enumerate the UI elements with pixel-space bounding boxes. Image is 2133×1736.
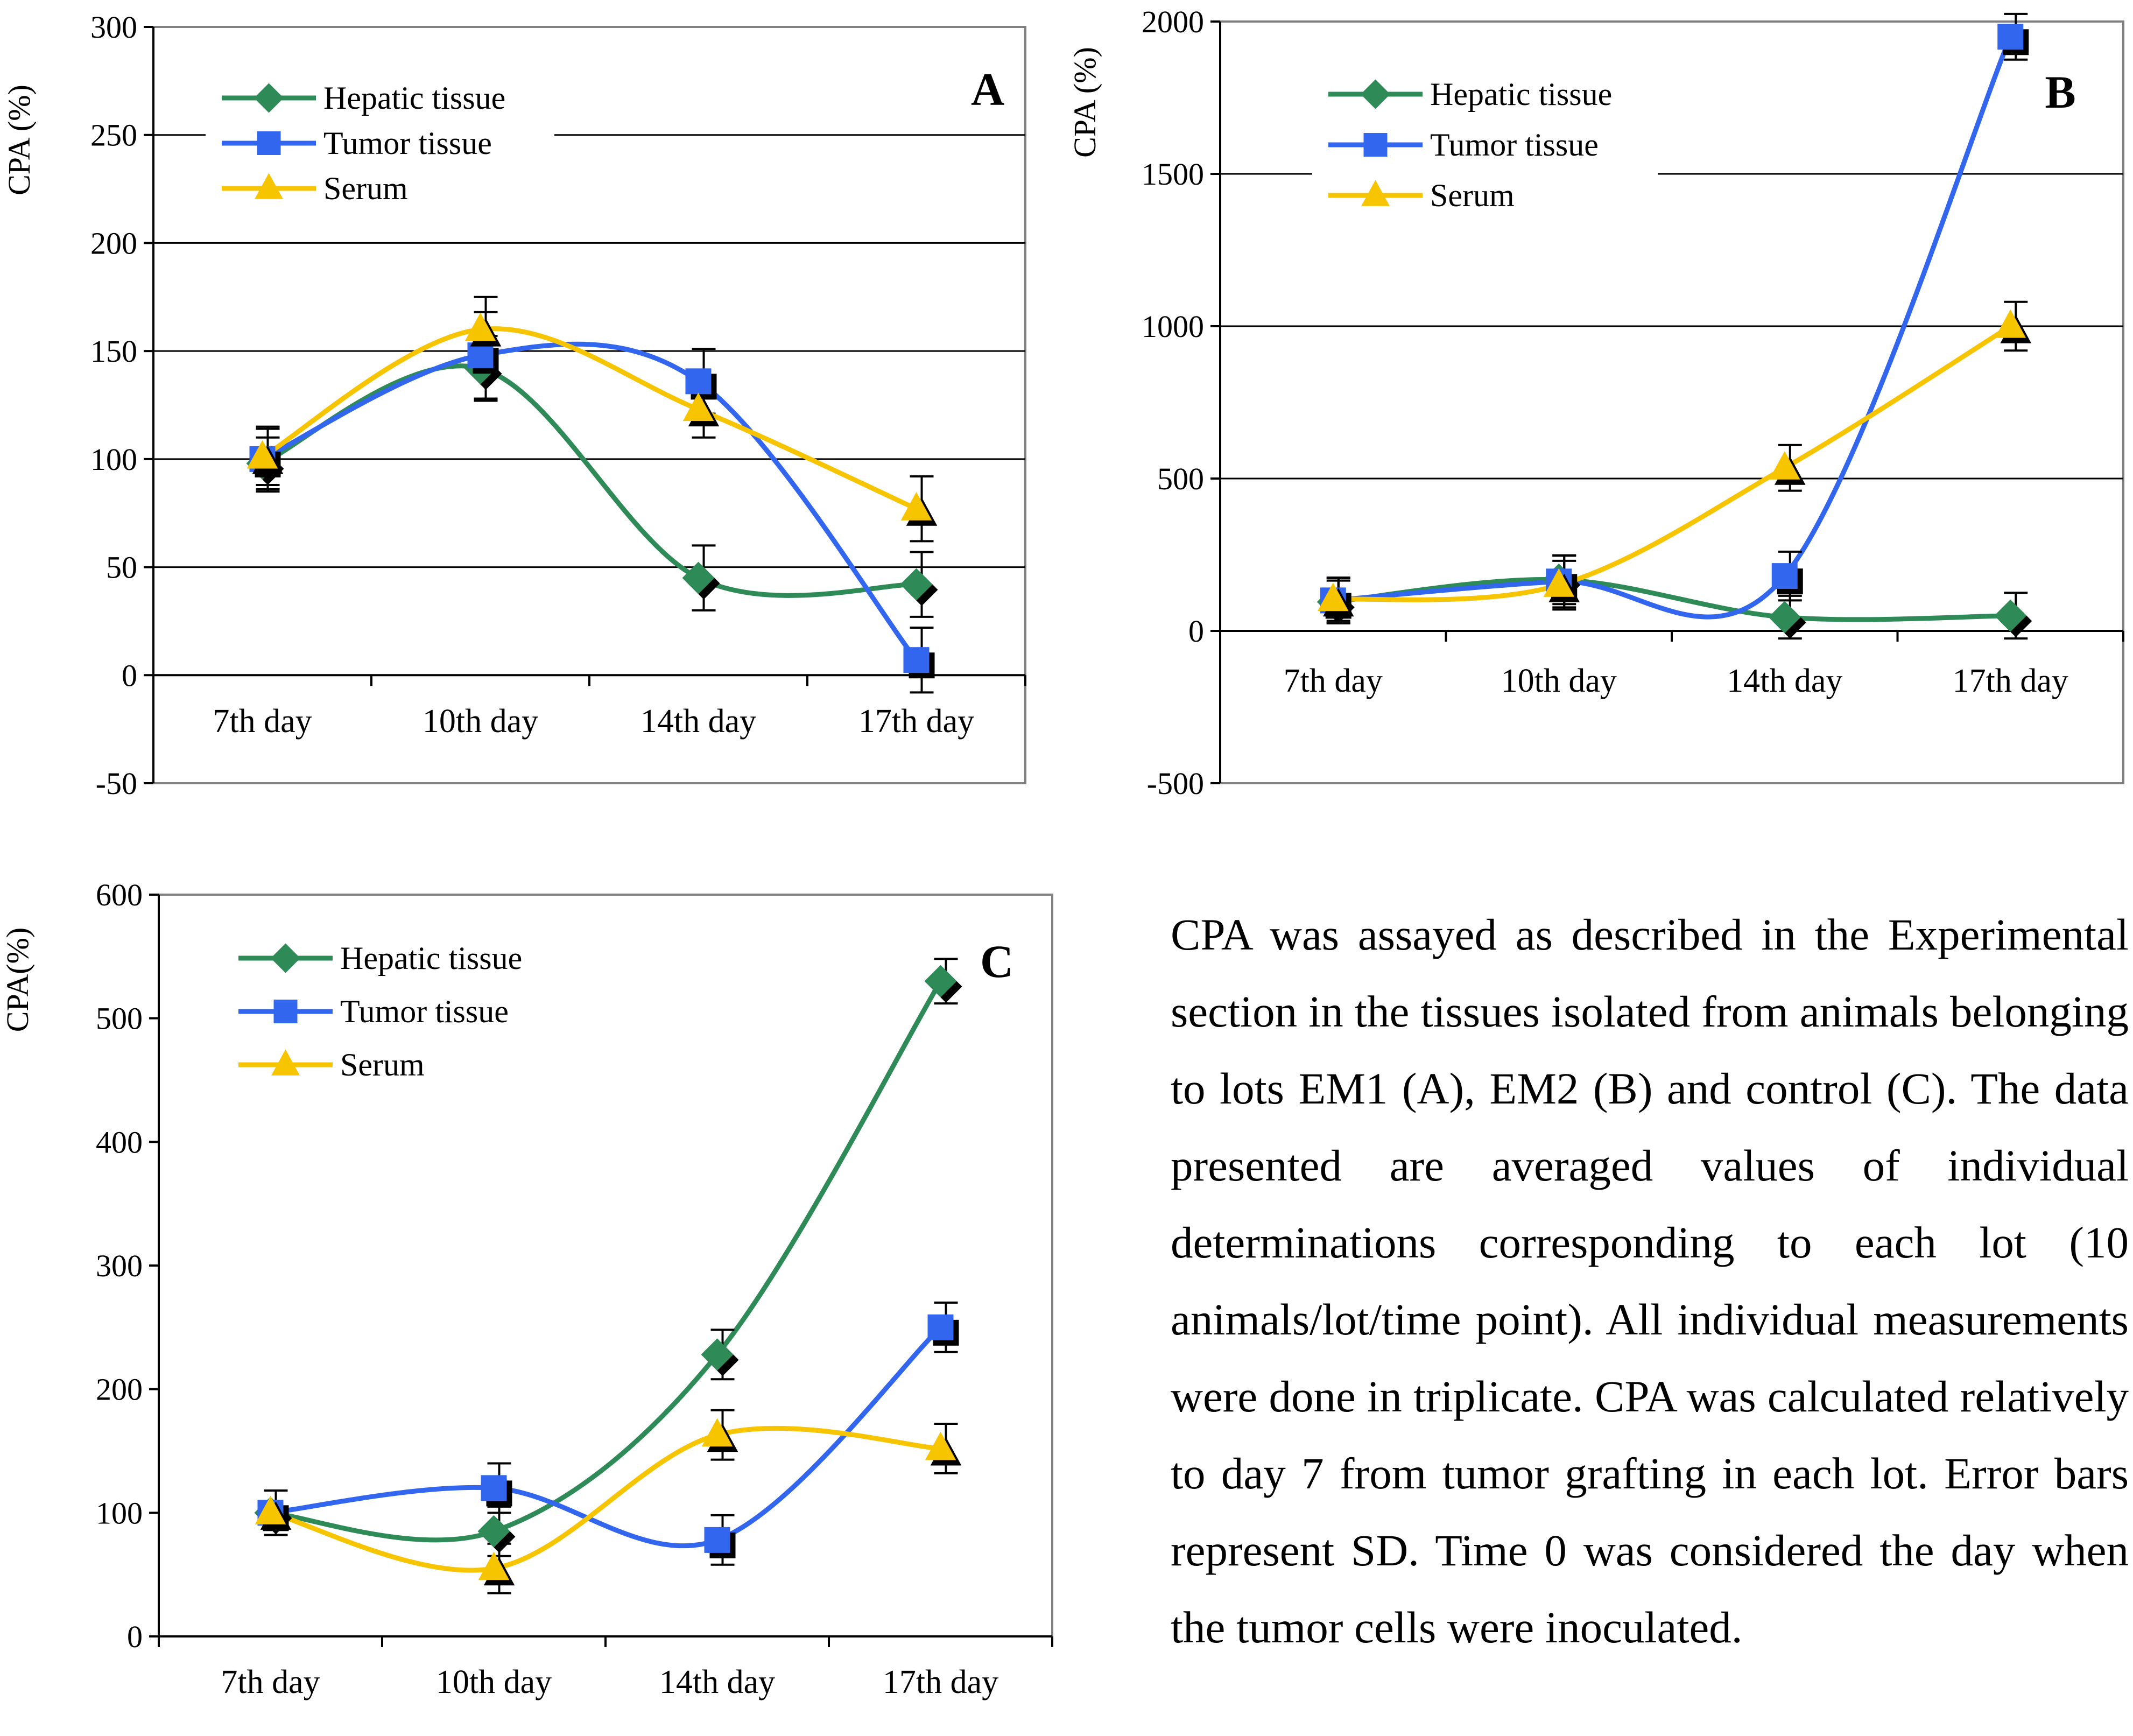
x-tick-label-b: 14th day bbox=[1727, 663, 1842, 699]
legend-marker-serum-b bbox=[1361, 180, 1390, 206]
x-tick-label-b: 17th day bbox=[1953, 663, 2068, 699]
legend-marker-serum-a bbox=[255, 173, 283, 199]
y-tick-label-c: 500 bbox=[96, 1001, 143, 1036]
data-point-hepatic-c-marker bbox=[701, 1338, 734, 1371]
x-tick-label-c: 7th day bbox=[221, 1664, 320, 1700]
x-tick-label-a: 14th day bbox=[640, 703, 756, 740]
data-point-serum-b-marker bbox=[1995, 309, 2026, 338]
data-point-tumor-c-marker bbox=[481, 1475, 507, 1501]
data-point-tumor-a-marker bbox=[467, 342, 494, 369]
data-point-serum-c-marker bbox=[478, 1551, 510, 1580]
y-axis-title-c: CPA(%) bbox=[0, 927, 35, 1032]
data-point-hepatic-c-marker bbox=[924, 965, 957, 997]
y-tick-label-c: 100 bbox=[96, 1495, 143, 1530]
y-tick-label-b: 2000 bbox=[1142, 4, 1204, 39]
legend-marker-hepatic-a bbox=[254, 83, 284, 113]
y-tick-label-c: 600 bbox=[96, 877, 143, 912]
data-point-serum-b-marker bbox=[1543, 568, 1575, 597]
legend-marker-serum-c bbox=[271, 1049, 300, 1076]
panel-label-c: C bbox=[980, 936, 1013, 987]
x-tick-label-b: 10th day bbox=[1501, 663, 1617, 699]
figure-caption: CPA was assayed as described in the Expe… bbox=[1171, 896, 2129, 1666]
y-tick-label-b: 1000 bbox=[1142, 309, 1204, 344]
data-point-serum-b-marker bbox=[1769, 451, 1800, 480]
y-tick-label-a: 300 bbox=[90, 10, 137, 45]
data-point-serum-a-marker bbox=[682, 392, 714, 421]
legend-marker-hepatic-c bbox=[271, 943, 300, 973]
data-point-tumor-c-marker bbox=[704, 1527, 730, 1553]
y-tick-label-c: 300 bbox=[96, 1248, 143, 1283]
legend-label-tumor-c: Tumor tissue bbox=[340, 994, 509, 1029]
series-line-serum-c bbox=[270, 1425, 941, 1573]
y-axis-title-a: CPA (%) bbox=[2, 85, 37, 195]
series-line-serum-b bbox=[1333, 324, 2012, 602]
y-axis-title-b: CPA (%) bbox=[1067, 47, 1102, 158]
series-line-hepatic-a bbox=[261, 363, 917, 598]
y-tick-label-a: 150 bbox=[90, 334, 137, 369]
x-tick-label-c: 17th day bbox=[883, 1664, 998, 1700]
legend-marker-hepatic-b bbox=[1361, 79, 1390, 109]
x-tick-label-c: 10th day bbox=[436, 1664, 552, 1700]
series-line-hepatic-b bbox=[1333, 577, 2011, 622]
data-point-hepatic-c-marker bbox=[477, 1515, 510, 1548]
y-tick-label-a: 250 bbox=[90, 118, 137, 153]
legend-label-tumor-a: Tumor tissue bbox=[323, 125, 492, 161]
y-tick-label-a: -50 bbox=[96, 766, 137, 801]
y-tick-label-a: 200 bbox=[90, 226, 137, 261]
y-tick-label-b: 1500 bbox=[1142, 157, 1204, 192]
series-line-hepatic-c bbox=[270, 980, 943, 1543]
y-tick-label-c: 400 bbox=[96, 1124, 143, 1159]
y-tick-label-b: 500 bbox=[1157, 461, 1204, 496]
chart-panel-a: -50 0 50 100 150 200 250 300 7th day 10th day 14th… bbox=[2, 10, 1026, 801]
series-line-serum-a bbox=[261, 326, 918, 511]
chart-panel-b: -500 0 500 1000 1500 2000 7th day 10th day 14th … bbox=[1067, 4, 2124, 801]
data-point-serum-c-marker bbox=[255, 1496, 286, 1524]
y-tick-label-a: 0 bbox=[122, 658, 137, 693]
legend-label-serum-c: Serum bbox=[340, 1047, 425, 1083]
data-point-serum-a-marker bbox=[900, 491, 932, 521]
legend-label-serum-a: Serum bbox=[323, 171, 408, 206]
legend-marker-tumor-c bbox=[273, 1000, 298, 1023]
x-tick-label-a: 17th day bbox=[858, 703, 974, 740]
legend-label-hepatic-c: Hepatic tissue bbox=[340, 940, 522, 976]
data-point-serum-a-marker bbox=[247, 440, 278, 469]
data-point-serum-c-marker bbox=[701, 1418, 733, 1447]
y-tick-label-b: 0 bbox=[1188, 614, 1204, 649]
x-tick-label-b: 7th day bbox=[1284, 663, 1383, 699]
y-tick-label-a: 100 bbox=[90, 442, 137, 477]
chart-panel-c: 0 100 200 300 400 500 600 7th day 10th day 14th d… bbox=[0, 877, 1053, 1700]
x-tick-label-a: 10th day bbox=[423, 703, 538, 740]
y-tick-label-b: -500 bbox=[1147, 766, 1204, 801]
series-line-tumor-b bbox=[1333, 36, 2013, 620]
caption-text: CPA was assayed as described in the Expe… bbox=[1171, 910, 2129, 1652]
legend-label-hepatic-a: Hepatic tissue bbox=[323, 80, 505, 116]
data-point-hepatic-a-marker bbox=[900, 568, 933, 601]
legend-marker-tumor-b bbox=[1363, 133, 1388, 157]
data-point-tumor-a-marker bbox=[903, 647, 930, 673]
x-tick-label-a: 7th day bbox=[213, 703, 312, 740]
series-line-tumor-c bbox=[270, 1325, 942, 1549]
data-point-tumor-b-marker bbox=[1771, 563, 1798, 589]
data-point-serum-c-marker bbox=[925, 1431, 956, 1460]
legend-label-serum-b: Serum bbox=[1430, 178, 1515, 213]
legend-marker-tumor-a bbox=[257, 131, 281, 155]
y-tick-label-c: 200 bbox=[96, 1372, 143, 1407]
data-point-tumor-c-marker bbox=[927, 1314, 954, 1340]
data-point-hepatic-a-marker bbox=[682, 561, 715, 594]
x-tick-label-c: 14th day bbox=[659, 1664, 775, 1700]
series-line-tumor-a bbox=[261, 341, 919, 662]
data-point-hepatic-b-marker bbox=[1994, 599, 2027, 632]
panel-label-b: B bbox=[2045, 66, 2075, 118]
legend-label-hepatic-b: Hepatic tissue bbox=[1430, 76, 1612, 112]
y-tick-label-a: 50 bbox=[106, 550, 137, 585]
data-point-serum-b-marker bbox=[1317, 582, 1349, 612]
data-point-serum-a-marker bbox=[464, 312, 496, 341]
data-point-hepatic-b-marker bbox=[1768, 601, 1801, 634]
legend-label-tumor-b: Tumor tissue bbox=[1430, 127, 1599, 163]
panel-label-a: A bbox=[971, 64, 1004, 115]
data-point-tumor-b-marker bbox=[1997, 24, 2024, 50]
y-tick-label-c: 0 bbox=[127, 1619, 143, 1654]
data-point-tumor-a-marker bbox=[685, 368, 712, 395]
